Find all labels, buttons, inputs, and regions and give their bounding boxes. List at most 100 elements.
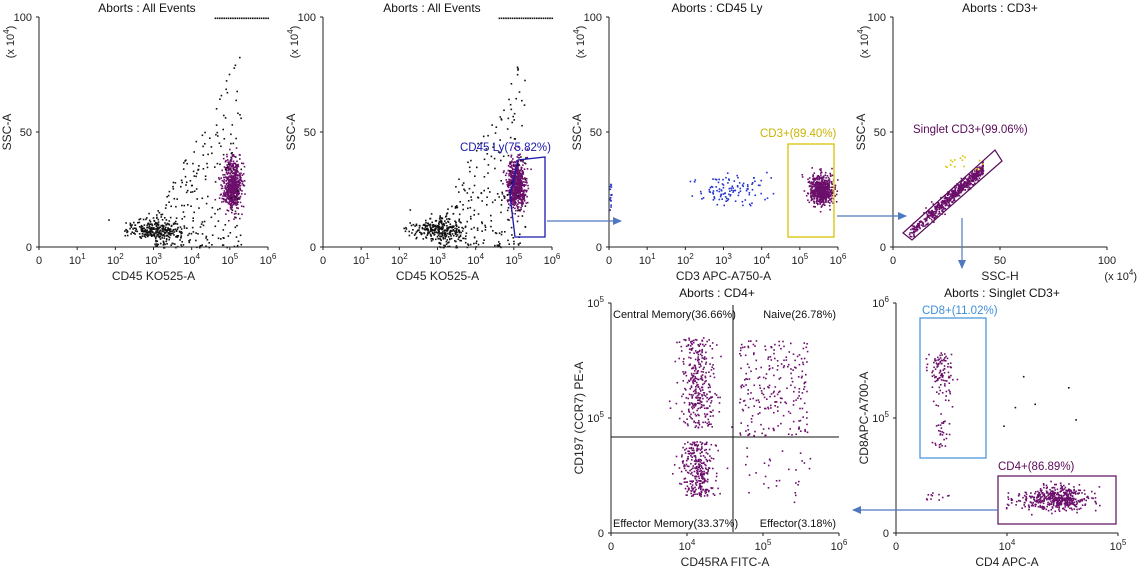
event-dot: [487, 187, 489, 190]
event-dot: [609, 188, 612, 191]
event-dot: [516, 66, 519, 69]
event-dot: [242, 180, 244, 183]
event-dot: [812, 178, 814, 181]
event-dot: [517, 200, 519, 202]
event-dot: [225, 198, 228, 200]
event-dot: [221, 179, 224, 182]
event-dot: [188, 232, 191, 235]
event-dot: [822, 176, 825, 179]
event-dot: [823, 189, 826, 191]
event-dot: [760, 179, 762, 182]
event-dot: [806, 343, 808, 345]
event-dot: [437, 234, 440, 236]
event-dot: [715, 475, 718, 478]
event-dot: [241, 162, 243, 165]
event-dot: [816, 191, 819, 193]
event-dot: [978, 173, 981, 175]
event-dot: [832, 202, 834, 204]
event-dot: [507, 169, 510, 172]
event-dot: [164, 226, 167, 229]
event-dot: [439, 215, 441, 217]
event-dot: [512, 182, 515, 184]
event-dot: [699, 483, 701, 485]
event-dot: [768, 458, 771, 461]
event-dot: [155, 223, 157, 225]
event-dot: [933, 213, 936, 216]
event-dot: [225, 193, 228, 196]
event-dot: [909, 235, 912, 238]
event-dot: [427, 230, 429, 232]
event-dot: [770, 407, 772, 409]
event-dot: [747, 429, 750, 431]
event-dot: [784, 401, 786, 403]
event-dot: [692, 394, 694, 396]
event-dot: [150, 234, 152, 236]
event-dot: [765, 373, 768, 375]
event-dot: [792, 404, 795, 406]
event-dot: [709, 186, 712, 189]
event-dot: [821, 189, 824, 191]
event-dot: [705, 488, 708, 491]
event-dot: [763, 462, 766, 464]
event-dot: [180, 231, 183, 233]
event-dot: [449, 226, 451, 228]
event-dot: [203, 220, 206, 223]
event-dot: [736, 174, 738, 177]
event-dot: [748, 340, 750, 342]
event-dot: [971, 171, 973, 173]
event-dot: [938, 210, 940, 213]
event-dot: [522, 194, 525, 197]
event-dot: [792, 353, 795, 355]
event-dot: [685, 397, 688, 399]
event-dot: [690, 473, 692, 475]
event-dot: [439, 238, 442, 241]
event-dot: [229, 194, 231, 197]
event-dot: [918, 225, 920, 228]
gate-cd45-ly[interactable]: [509, 156, 546, 238]
event-dot: [946, 198, 949, 200]
event-dot: [764, 475, 767, 478]
event-dot: [815, 200, 818, 203]
event-dot: [222, 192, 225, 194]
event-dot: [684, 339, 687, 342]
event-dot: [502, 171, 505, 174]
event-dot: [494, 167, 496, 170]
event-dot: [502, 182, 504, 185]
event-dot: [770, 177, 772, 179]
event-dot: [256, 17, 258, 20]
event-dot: [686, 494, 688, 496]
event-dot: [699, 452, 702, 455]
event-dot: [511, 176, 513, 179]
event-dot: [736, 185, 739, 188]
event-dot: [722, 186, 725, 189]
event-dot: [980, 169, 982, 172]
x-tick-label: 50: [994, 255, 1006, 267]
event-dot: [176, 198, 178, 200]
event-dot: [242, 205, 245, 208]
event-dot: [232, 169, 235, 171]
event-dot: [157, 226, 159, 229]
event-dot: [693, 470, 696, 473]
event-dot: [941, 206, 944, 208]
gate-cd3-plus[interactable]: [787, 143, 835, 238]
event-dot: [686, 465, 689, 467]
event-dot: [828, 178, 831, 180]
event-dot: [224, 194, 227, 196]
event-dot: [431, 229, 433, 231]
event-dot: [934, 205, 936, 208]
event-dot: [507, 239, 509, 242]
event-dot: [228, 73, 231, 76]
event-dot: [229, 204, 232, 207]
event-dot: [944, 195, 946, 197]
event-dot: [179, 239, 181, 241]
event-dot: [707, 478, 709, 481]
event-dot: [458, 236, 460, 238]
event-dot: [700, 487, 702, 489]
event-dot: [727, 182, 729, 184]
event-dot: [755, 340, 758, 342]
event-dot: [758, 376, 761, 378]
event-dot: [808, 201, 811, 204]
gate-singlet-cd3-plus[interactable]: [902, 149, 1003, 241]
event-dot: [697, 351, 699, 353]
event-dot: [232, 17, 234, 20]
